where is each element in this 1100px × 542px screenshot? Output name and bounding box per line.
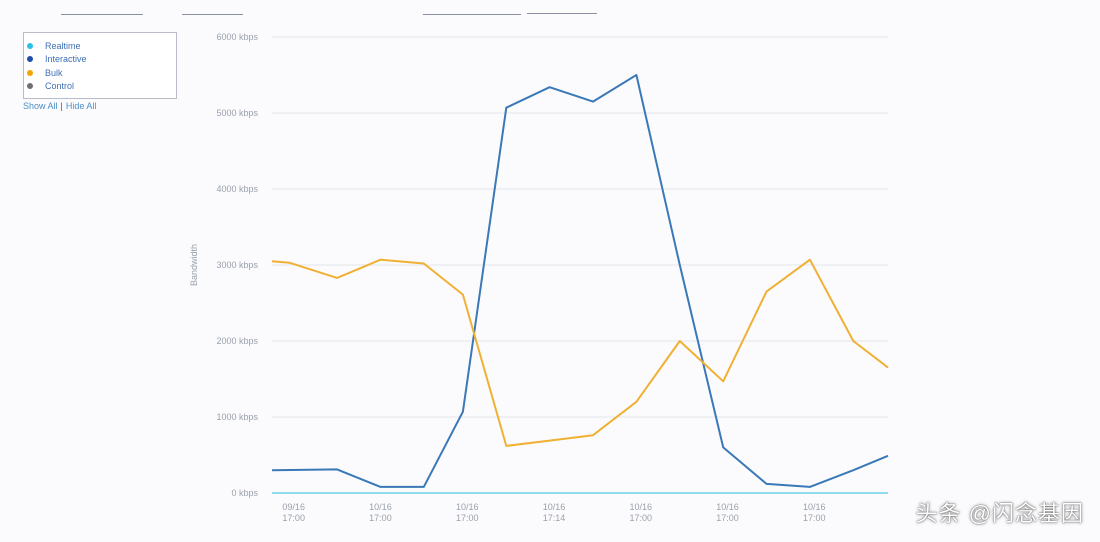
chart-series: [271, 74, 889, 494]
y-tick-label: 4000 kbps: [216, 184, 258, 194]
tab-underline[interactable]: [182, 14, 243, 15]
legend-dot-icon: [27, 42, 33, 49]
legend-label: Interactive: [45, 54, 87, 65]
top-tab-strip: [0, 0, 1100, 20]
legend-item-control[interactable]: Control: [27, 80, 176, 94]
x-tick-label: 10/16 17:14: [543, 502, 566, 523]
watermark-text: 头条 @闪念基因: [915, 501, 1084, 526]
legend-item-realtime[interactable]: Realtime: [27, 39, 176, 53]
legend-toggle-links: Show All | Hide All: [23, 101, 96, 111]
chart-gridlines: [272, 36, 888, 494]
link-separator: |: [60, 101, 63, 111]
tab-underline[interactable]: [527, 13, 597, 14]
y-axis-ticks: 0 kbps 1000 kbps 2000 kbps 3000 kbps 4000 kb…: [216, 32, 258, 498]
legend-label: Control: [45, 81, 75, 92]
y-axis-label: Bandwidth: [189, 244, 199, 286]
legend-label: Realtime: [45, 40, 81, 51]
x-axis-ticks: 09/16 17:00 10/16 17:00 10/16 17:00 10/16 17:14…: [282, 502, 825, 523]
x-tick-label: 09/16 17:00: [282, 502, 305, 523]
x-tick-label: 10/16 17:00: [716, 502, 739, 523]
series-line-interactive: [271, 74, 889, 488]
tab-underline[interactable]: [61, 14, 143, 15]
legend-dot-icon: [27, 69, 33, 76]
x-tick-label: 10/16 17:00: [803, 502, 826, 523]
legend-label: Bulk: [45, 67, 63, 78]
legend-item-interactive[interactable]: Interactive: [27, 53, 176, 67]
x-tick-label: 10/16 17:00: [629, 502, 652, 523]
y-tick-label: 3000 kbps: [216, 260, 258, 270]
y-tick-label: 0 kbps: [231, 488, 258, 498]
y-tick-label: 5000 kbps: [216, 108, 258, 118]
legend-dot-icon: [27, 83, 33, 90]
y-tick-label: 1000 kbps: [216, 412, 258, 422]
hide-all-link[interactable]: Hide All: [65, 101, 97, 111]
x-tick-label: 10/16 17:00: [369, 502, 392, 523]
series-line-bulk: [271, 258, 889, 447]
tab-underline[interactable]: [423, 14, 521, 15]
chart-legend: Realtime Interactive Bulk Control: [23, 32, 177, 99]
x-tick-label: 10/16 17:00: [456, 502, 479, 523]
legend-item-bulk[interactable]: Bulk: [27, 66, 176, 80]
y-tick-label: 2000 kbps: [216, 336, 258, 346]
legend-dot-icon: [27, 56, 33, 63]
show-all-link[interactable]: Show All: [23, 101, 58, 111]
y-tick-label: 6000 kbps: [216, 32, 258, 42]
